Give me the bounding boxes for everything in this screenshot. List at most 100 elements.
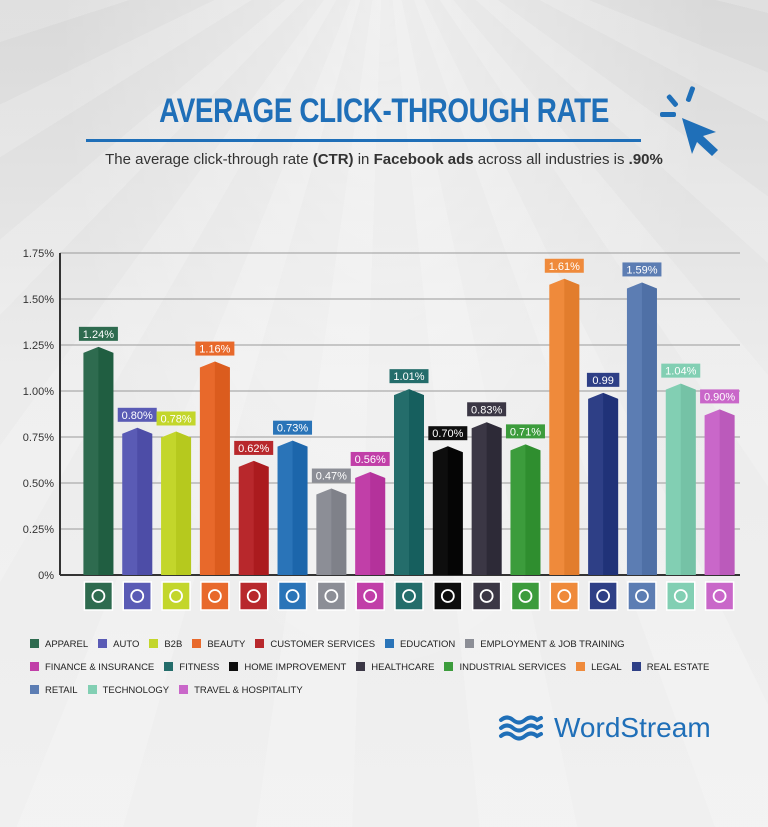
subtitle-text-2: in xyxy=(353,151,374,168)
bar-shade-b2b xyxy=(176,431,192,575)
legend-label: B2B xyxy=(164,639,183,650)
y-tick-label: 1.25% xyxy=(23,340,54,352)
icon-glyph xyxy=(673,589,688,603)
legend-item: EMPLOYMENT & JOB TRAINING xyxy=(465,633,625,656)
legend-label: HOME IMPROVEMENT xyxy=(244,662,347,673)
legend-swatch xyxy=(149,639,159,648)
bar-shade-industrial-services xyxy=(525,444,541,575)
legend-swatch xyxy=(385,639,395,648)
data-label-bg xyxy=(156,411,196,426)
icon-glyph xyxy=(479,589,494,603)
legend-item: AUTO xyxy=(98,633,139,656)
data-label-bg xyxy=(195,341,235,356)
gavel-icon xyxy=(549,581,580,611)
legend-label: RETAIL xyxy=(45,685,78,696)
data-label-bg xyxy=(311,468,351,483)
book-icon xyxy=(277,581,308,611)
flexed-arm-icon xyxy=(394,581,424,611)
icon-glyph xyxy=(130,589,145,603)
legend-label: AUTO xyxy=(113,639,140,650)
bar-shade-technology xyxy=(680,383,696,575)
icon-glyph xyxy=(324,589,339,603)
data-label: 1.24% xyxy=(83,329,114,341)
legend-item: APPAREL xyxy=(30,633,88,656)
bar-shade-fitness xyxy=(409,389,424,575)
icon-glyph xyxy=(596,589,611,603)
data-label: 0.71% xyxy=(510,426,541,438)
legend-swatch xyxy=(631,662,641,671)
bar-chart: 0% 0.25% 0.50% 0.75% 1.00% 1.25% 1.50% 1.75% 1.2… xyxy=(23,248,740,611)
legend-item: CUSTOMER SERVICES xyxy=(255,633,375,656)
bar-shade-real-estate xyxy=(603,392,619,575)
legend-item: BEAUTY xyxy=(192,633,245,656)
icon-glyph xyxy=(518,589,533,603)
data-label: 1.61% xyxy=(549,261,580,273)
legend-swatch xyxy=(30,685,39,694)
legend-item: EDUCATION xyxy=(385,633,455,656)
y-tick-label: 1.00% xyxy=(23,386,54,398)
icon-glyph xyxy=(91,589,106,603)
bar-shade-retail xyxy=(641,282,657,575)
legend-item: TECHNOLOGY xyxy=(87,679,169,702)
icon-glyph xyxy=(402,589,416,603)
bar-shade-travel-hospitality xyxy=(719,409,735,575)
title-underline xyxy=(86,139,641,142)
y-tick-label: 0% xyxy=(38,570,54,582)
money-bag-icon xyxy=(355,581,385,611)
legend-swatch xyxy=(229,662,239,671)
data-label: 0.78% xyxy=(160,413,191,425)
legend-swatch xyxy=(30,662,39,671)
data-label: 1.59% xyxy=(626,264,657,276)
data-label: 0.47% xyxy=(316,471,347,483)
data-label: 0.90% xyxy=(704,391,735,403)
legend-swatch xyxy=(576,662,586,671)
y-tick-label: 0.50% xyxy=(23,478,54,490)
data-label-bg xyxy=(661,363,701,378)
legend-item: B2B xyxy=(149,633,182,656)
car-icon xyxy=(122,581,152,611)
bar-shade-finance-insurance xyxy=(370,471,386,575)
page-title: AVERAGE CLICK-THROUGH RATE xyxy=(159,92,609,130)
data-label-bg xyxy=(622,262,662,277)
brand-logo: WordStream xyxy=(498,712,711,744)
legend-swatch xyxy=(179,685,189,694)
briefcase-icon xyxy=(316,581,347,611)
icon-glyph xyxy=(363,589,378,603)
subtitle: The average click-through rate (CTR) in … xyxy=(0,151,768,168)
data-label-bg xyxy=(700,389,740,404)
icon-glyph xyxy=(557,589,572,603)
legend-swatch xyxy=(444,662,454,671)
y-tick-label: 1.50% xyxy=(23,294,54,306)
data-label-bg xyxy=(586,372,620,387)
legend-label: EDUCATION xyxy=(400,639,456,650)
bar-shade-apparel xyxy=(98,346,114,575)
subtitle-bold-ctr: (CTR) xyxy=(312,151,354,168)
subtitle-text-1: The average click-through rate xyxy=(105,151,313,168)
data-label-bg xyxy=(350,451,390,466)
bar-shade-auto xyxy=(137,427,153,575)
data-label-bg xyxy=(234,440,274,455)
data-label: 0.56% xyxy=(355,454,386,466)
icon-glyph xyxy=(285,589,300,603)
legend-item: HOME IMPROVEMENT xyxy=(229,656,346,679)
tshirt-icon xyxy=(83,581,114,611)
bar-shade-education xyxy=(292,440,308,575)
data-label: 0.83% xyxy=(471,404,502,416)
legend-swatch xyxy=(164,662,174,671)
data-label: 1.01% xyxy=(393,371,424,383)
handshake-icon xyxy=(161,581,191,611)
legend-swatch xyxy=(356,662,366,671)
legend-label: CUSTOMER SERVICES xyxy=(270,639,376,650)
legend-item: RETAIL xyxy=(30,679,78,702)
icon-glyph xyxy=(635,589,649,603)
subtitle-bold-facebook: Facebook ads xyxy=(373,151,474,168)
legend-item: LEGAL xyxy=(576,656,622,679)
chart-legend: APPAREL AUTO B2B BEAUTY CUSTOMER SERVICES EDU… xyxy=(30,633,750,702)
data-label-bg xyxy=(467,402,507,417)
legend-swatch xyxy=(30,639,39,648)
legend-item: REAL ESTATE xyxy=(631,656,709,679)
data-label: 0.99 xyxy=(592,375,613,387)
brand-name: WordStream xyxy=(554,712,711,743)
legend-label: FITNESS xyxy=(179,662,220,673)
house-icon xyxy=(588,581,618,611)
